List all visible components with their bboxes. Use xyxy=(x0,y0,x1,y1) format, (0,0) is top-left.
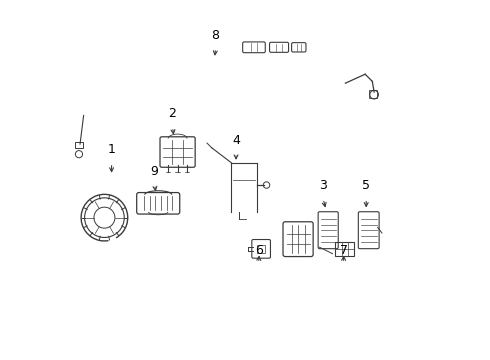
Text: 3: 3 xyxy=(319,179,327,192)
Bar xyxy=(335,242,354,256)
Bar xyxy=(368,90,377,98)
Text: 2: 2 xyxy=(169,108,176,121)
Text: 6: 6 xyxy=(255,244,263,257)
Text: 5: 5 xyxy=(362,179,370,192)
Bar xyxy=(257,244,266,253)
Bar xyxy=(75,142,83,148)
Text: 9: 9 xyxy=(151,165,159,178)
Text: 8: 8 xyxy=(212,28,220,41)
Text: 4: 4 xyxy=(232,134,240,147)
Text: 1: 1 xyxy=(108,143,116,156)
Text: 7: 7 xyxy=(340,244,347,257)
